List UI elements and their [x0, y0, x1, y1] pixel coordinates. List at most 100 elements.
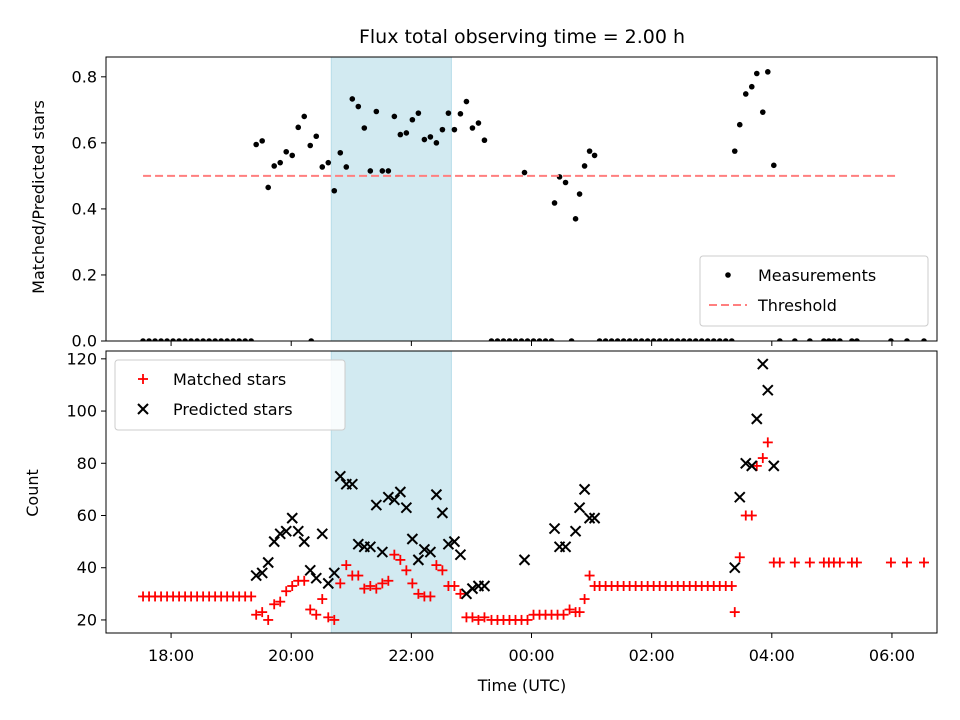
matched-point	[275, 596, 286, 607]
bottom-panel: 20 40 60 80 100 120 18:00 20:00 22:00 00:00 02:00 0…	[66, 349, 938, 665]
predicted-point	[274, 528, 286, 540]
predicted-point	[454, 548, 467, 561]
measurement-point	[457, 111, 464, 117]
y-tick-label: 0.4	[72, 199, 97, 218]
measurement-point	[512, 338, 519, 341]
measurement-point	[656, 338, 663, 341]
measurement-point	[518, 338, 525, 341]
measurement-point	[409, 116, 416, 123]
predicted-point	[262, 556, 274, 569]
measurement-point	[230, 338, 236, 341]
matched-point	[449, 581, 460, 591]
measurement-point	[506, 338, 513, 341]
matched-point	[311, 609, 322, 620]
y-tick-label: 0.0	[72, 332, 97, 351]
measurement-point	[602, 338, 609, 341]
x-tick-label: 04:00	[749, 646, 795, 665]
matched-point	[383, 575, 394, 586]
matched-point	[726, 581, 737, 591]
measurement-point	[586, 148, 593, 154]
predicted-point	[412, 554, 425, 566]
predicted-point	[370, 499, 383, 511]
matched-point	[885, 557, 896, 568]
legend-marker-matched	[138, 374, 148, 384]
matched-point	[851, 557, 862, 568]
predicted-point	[334, 470, 346, 483]
measurement-point	[271, 163, 278, 169]
measurement-point	[494, 338, 501, 341]
matched-point	[377, 578, 388, 589]
measurement-point	[331, 187, 338, 194]
measurement-point	[521, 169, 528, 176]
predicted-point	[466, 582, 479, 595]
measurement-point	[576, 191, 583, 197]
x-tick-label: 18:00	[148, 646, 194, 665]
matched-point	[804, 557, 815, 568]
predicted-point	[588, 512, 601, 524]
measurement-point	[325, 159, 332, 166]
measurement-point	[224, 338, 230, 341]
measurement-point	[433, 140, 440, 146]
measurement-point	[572, 216, 579, 222]
measurement-point	[888, 338, 894, 341]
measurement-point	[158, 338, 164, 341]
measurement-point	[152, 338, 158, 341]
measurement-point	[536, 338, 543, 341]
matched-point	[757, 453, 768, 464]
matched-point	[353, 570, 364, 581]
measurement-point	[488, 338, 495, 341]
shaded-span	[330, 351, 452, 633]
y-tick-label: 0.8	[72, 67, 97, 86]
measurement-point	[463, 98, 470, 105]
measurement-point	[236, 338, 242, 341]
measurement-point	[728, 338, 735, 341]
y-tick-label: 0.6	[72, 133, 97, 152]
measurement-point	[170, 338, 176, 341]
top-y-axis-label: Matched/Predicted stars	[29, 100, 48, 294]
matched-point	[425, 591, 436, 602]
predicted-point	[364, 541, 377, 553]
predicted-point	[751, 413, 763, 425]
predicted-point	[316, 528, 328, 540]
measurement-point	[379, 168, 386, 174]
legend-box	[114, 359, 346, 431]
measurement-point	[753, 70, 760, 77]
matched-point	[305, 604, 316, 615]
measurement-point	[194, 338, 200, 341]
matched-point	[413, 588, 424, 599]
legend-label: Measurements	[758, 266, 876, 285]
measurement-point	[668, 338, 675, 341]
measurement-point	[283, 148, 290, 155]
predicted-point	[310, 572, 322, 584]
y-tick-label: 100	[66, 402, 97, 421]
matched-point	[473, 614, 484, 625]
matched-point	[246, 591, 257, 602]
measurement-point	[731, 148, 738, 154]
predicted-point	[298, 535, 310, 548]
measurement-point	[308, 338, 315, 341]
measurement-point	[530, 338, 537, 341]
measurement-point	[596, 338, 603, 341]
measurement-point	[686, 338, 693, 341]
matched-point	[746, 510, 757, 521]
predicted-point	[328, 567, 340, 579]
measurement-point	[826, 338, 832, 341]
matched-point	[564, 604, 575, 615]
predicted-point	[757, 358, 769, 370]
measurement-point	[206, 338, 212, 341]
measurement-point	[837, 338, 843, 341]
measurement-point	[218, 338, 224, 341]
measurement-point	[500, 338, 507, 341]
legend-label: Threshold	[757, 296, 837, 315]
measurement-point	[722, 338, 729, 341]
bottom-y-axis-label: Count	[23, 469, 42, 517]
predicted-point	[448, 535, 461, 548]
predicted-point	[304, 564, 316, 577]
measurement-point	[421, 136, 428, 143]
matched-point	[522, 614, 533, 625]
measurement-point	[439, 126, 446, 133]
matched-point	[574, 607, 585, 618]
matched-point	[257, 607, 268, 618]
measurement-point	[427, 134, 434, 140]
plot-area	[138, 351, 929, 633]
